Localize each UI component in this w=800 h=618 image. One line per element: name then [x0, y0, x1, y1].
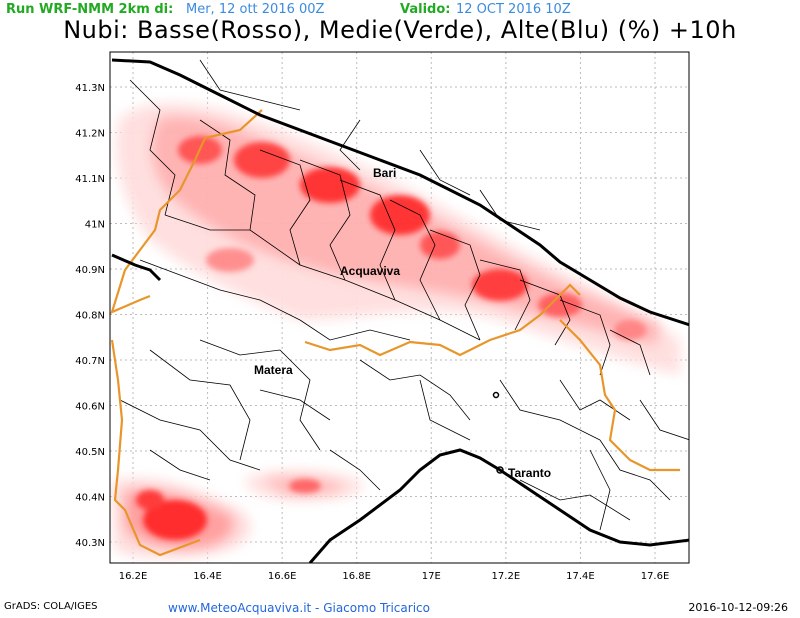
municipal-borders [119, 59, 689, 531]
cloud-core-8 [614, 320, 646, 340]
low-cloud-field [112, 103, 680, 558]
city-label-acquaviva: Acquaviva [340, 264, 400, 278]
plot-frame [109, 51, 690, 564]
lat-tick-label: 40.5N [75, 447, 105, 458]
city-labels: Bari Acquaviva Matera Taranto [254, 166, 551, 480]
city-label-matera: Matera [254, 363, 293, 377]
cloud-core-2 [234, 142, 290, 178]
border-puglia-campania [110, 109, 263, 314]
lon-tick-label: 16.4E [193, 571, 222, 582]
adriatic-coast [111, 58, 689, 327]
cloud-core-7 [538, 293, 582, 317]
lon-tick-label: 17.6E [641, 571, 670, 582]
border-southwest [110, 339, 201, 557]
cloud-core-10 [136, 490, 164, 510]
ionian-coast [308, 448, 689, 563]
city-label-bari: Bari [373, 166, 396, 180]
lat-tick-label: 41N [85, 220, 105, 231]
cloud-core-5 [420, 231, 460, 259]
city-label-taranto: Taranto [508, 466, 551, 480]
chart-title: Nubi: Basse(Rosso), Medie(Verde), Alte(B… [63, 16, 737, 44]
cloud-core-11 [289, 479, 321, 493]
lon-tick-label: 16.2E [119, 571, 148, 582]
lon-tick-label: 16.6E [268, 571, 297, 582]
lon-tick-label: 17E [422, 571, 441, 582]
site-link[interactable]: www.MeteoAcquaviva.it - Giacomo Tricaric… [168, 601, 430, 615]
lat-tick-label: 41.3N [75, 83, 105, 94]
regional-borders [110, 109, 680, 557]
timestamp: 2016-10-12-09:26 [688, 601, 788, 614]
latitude-labels: 41.3N 41.2N 41.1N 41N 40.9N 40.8N 40.7N 40.6N 40… [75, 83, 105, 549]
cloud-core-12 [206, 248, 254, 272]
lon-tick-label: 17.4E [566, 571, 595, 582]
lat-tick-label: 40.8N [75, 311, 105, 322]
border-east [559, 319, 680, 472]
lat-tick-label: 40.9N [75, 265, 105, 276]
run-date: Mer, 12 ott 2016 00Z [186, 2, 325, 17]
border-puglia-basilicata [304, 283, 581, 357]
lat-tick-label: 40.4N [75, 493, 105, 504]
cloud-core-6 [472, 269, 528, 301]
lon-tick-label: 17.2E [492, 571, 521, 582]
valid-date: 12 OCT 2016 10Z [456, 2, 571, 17]
longitude-labels: 16.2E 16.4E 16.6E 16.8E 17E 17.2E 17.4E 17.6E [119, 571, 670, 582]
tyrrhenian-coast [111, 253, 162, 282]
cloud-core-4 [370, 195, 430, 235]
lon-tick-label: 16.8E [342, 571, 371, 582]
run-label: Run WRF-NMM 2km di: [6, 2, 174, 17]
valid-label: Valido: [400, 2, 451, 17]
cloud-core-9 [143, 500, 207, 540]
coastline [111, 58, 689, 563]
taranto-islets [492, 391, 504, 474]
lat-tick-label: 41.2N [75, 129, 105, 140]
lat-tick-label: 40.3N [75, 538, 105, 549]
lat-tick-label: 41.1N [75, 174, 105, 185]
grads-credit: GrADS: COLA/IGES [4, 601, 98, 612]
lat-tick-label: 40.7N [75, 356, 105, 367]
lat-tick-label: 40.6N [75, 402, 105, 413]
